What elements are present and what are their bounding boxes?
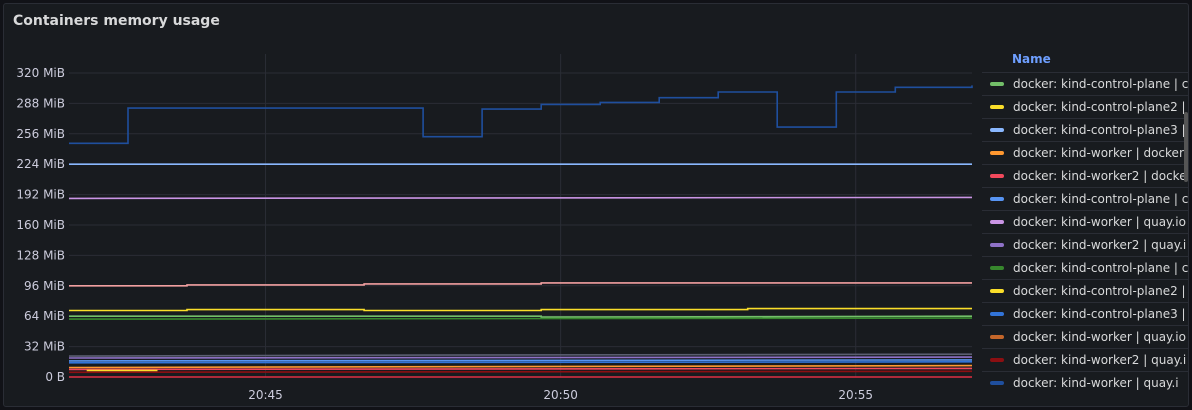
legend-swatch — [990, 151, 1004, 155]
series-line-11 — [68, 364, 973, 369]
legend-label: docker: kind-worker | quay.i — [1013, 376, 1179, 390]
series-line-2 — [68, 196, 973, 200]
y-tick-label: 192 MiB — [16, 188, 65, 202]
legend-scrollbar[interactable] — [1184, 112, 1188, 182]
legend-label: docker: kind-control-plane3 | — [1013, 123, 1186, 137]
legend-item[interactable]: docker: kind-control-plane | c — [982, 72, 1189, 95]
series-line-7 — [68, 353, 973, 357]
memory-usage-chart: 0 B 32 MiB 64 MiB 96 MiB 128 MiB 160 MiB 192 M… — [16, 54, 973, 402]
legend-label: docker: kind-control-plane | c — [1013, 261, 1189, 275]
legend-swatch — [990, 266, 1004, 270]
y-tick-label: 160 MiB — [16, 218, 65, 232]
legend-label: docker: kind-control-plane2 | — [1013, 284, 1186, 298]
legend-swatch — [990, 128, 1004, 132]
x-tick-label: 20:45 — [248, 388, 283, 402]
legend-label: docker: kind-control-plane | c — [1013, 192, 1189, 206]
series-line-6 — [68, 317, 973, 320]
legend-label: docker: kind-worker | quay.io — [1013, 215, 1186, 229]
legend-item[interactable]: docker: kind-control-plane2 | — [982, 279, 1188, 302]
series-line-3 — [69, 282, 972, 287]
legend-item[interactable]: docker: kind-control-plane | c — [982, 256, 1189, 279]
legend-item[interactable]: docker: kind-worker | docker. — [982, 141, 1188, 164]
legend-item[interactable]: docker: kind-control-plane | c — [982, 187, 1189, 210]
y-tick-label: 128 MiB — [16, 248, 65, 262]
legend-item[interactable]: docker: kind-worker2 | quay.i — [982, 348, 1188, 371]
legend-item[interactable]: docker: kind-control-plane3 | — [982, 302, 1188, 325]
legend-swatch — [990, 105, 1004, 109]
legend-list: docker: kind-control-plane | c docker: ki… — [982, 72, 1189, 394]
legend-swatch — [990, 197, 1004, 201]
y-tick-label: 224 MiB — [16, 157, 65, 171]
legend-item[interactable]: docker: kind-worker | quay.io — [982, 210, 1188, 233]
y-tick-label: 0 B — [45, 370, 65, 384]
series-line-12 — [68, 367, 973, 371]
legend-swatch — [990, 358, 1004, 362]
legend: Name docker: kind-control-plane | c docke… — [982, 42, 1189, 406]
legend-swatch — [990, 381, 1004, 385]
legend-label: docker: kind-control-plane2 | — [1013, 100, 1186, 114]
y-tick-label: 64 MiB — [24, 309, 65, 323]
y-tick-label: 288 MiB — [16, 96, 65, 110]
legend-swatch — [990, 82, 1004, 86]
legend-label: docker: kind-worker | docker. — [1013, 146, 1187, 160]
y-tick-label: 256 MiB — [16, 127, 65, 141]
legend-label: docker: kind-worker2 | docke — [1013, 169, 1187, 183]
series-line-5 — [69, 315, 973, 318]
series-line-4 — [69, 307, 972, 312]
y-tick-label: 32 MiB — [24, 340, 65, 354]
legend-swatch — [990, 335, 1004, 339]
series-line-13 — [68, 370, 973, 374]
legend-item[interactable]: docker: kind-worker | quay.io — [982, 325, 1188, 348]
legend-header-name[interactable]: Name — [1012, 52, 1051, 66]
legend-swatch — [990, 312, 1004, 316]
legend-label: docker: kind-worker2 | quay.i — [1013, 353, 1187, 367]
legend-item[interactable]: docker: kind-worker | quay.i — [982, 371, 1188, 394]
legend-item[interactable]: docker: kind-control-plane3 | — [982, 118, 1188, 141]
legend-swatch — [990, 220, 1004, 224]
memory-usage-panel: Containers memory usage 0 B 32 MiB 64 MiB 9… — [3, 3, 1189, 407]
legend-label: docker: kind-control-plane3 | — [1013, 307, 1186, 321]
legend-swatch — [990, 289, 1004, 293]
legend-label: docker: kind-worker2 | quay.i — [1013, 238, 1187, 252]
x-tick-label: 20:50 — [543, 388, 578, 402]
series-line-8 — [68, 356, 973, 359]
legend-item[interactable]: docker: kind-worker2 | quay.i — [982, 233, 1188, 256]
y-tick-label: 320 MiB — [16, 66, 65, 80]
legend-item[interactable]: docker: kind-control-plane2 | — [982, 95, 1188, 118]
legend-item[interactable]: docker: kind-worker2 | docke — [982, 164, 1188, 187]
series-line-0 — [69, 85, 973, 145]
legend-swatch — [990, 243, 1004, 247]
x-tick-label: 20:55 — [838, 388, 873, 402]
series-line-9 — [68, 359, 973, 362]
y-tick-label: 96 MiB — [24, 279, 65, 293]
legend-label: docker: kind-control-plane | c — [1013, 77, 1189, 91]
legend-swatch — [990, 174, 1004, 178]
legend-label: docker: kind-worker | quay.io — [1013, 330, 1186, 344]
panel-title[interactable]: Containers memory usage — [13, 13, 220, 29]
series-line-10 — [68, 361, 973, 364]
